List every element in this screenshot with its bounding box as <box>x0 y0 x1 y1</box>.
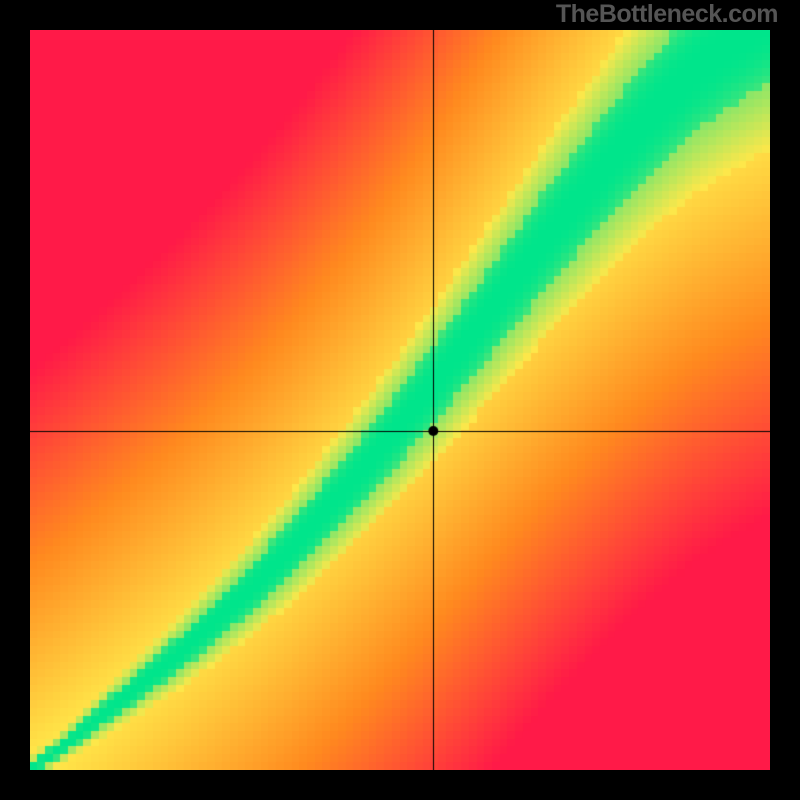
watermark-text: TheBottleneck.com <box>556 0 778 29</box>
bottleneck-heatmap <box>30 30 770 770</box>
